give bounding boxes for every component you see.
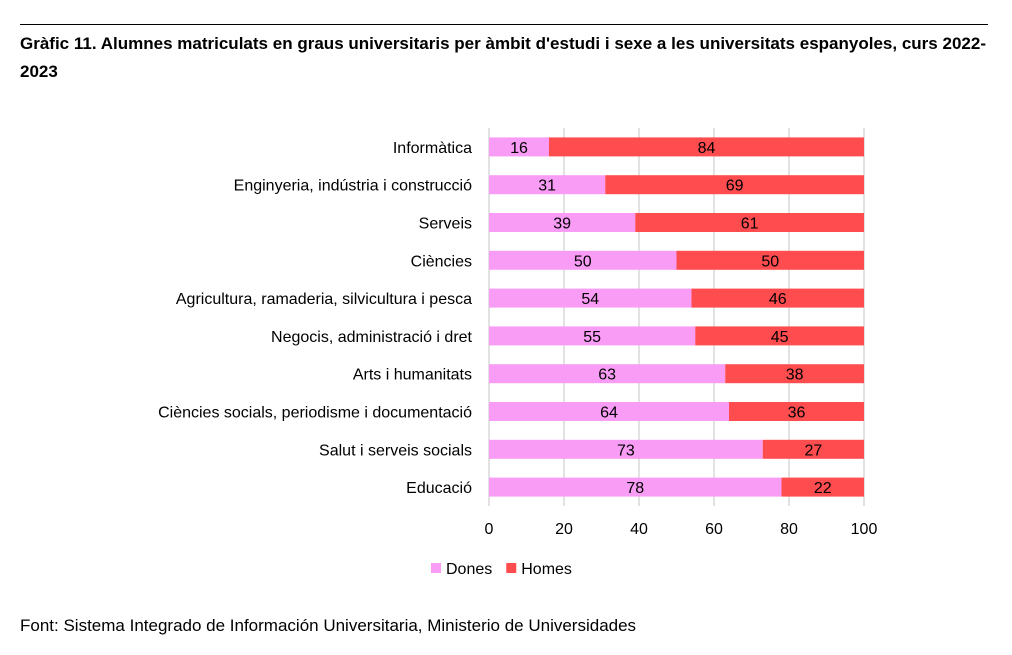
stacked-bar-chart: Informàtica 16 84 Enginyeria, indústria i c… (158, 128, 878, 578)
x-tick-label: 40 (630, 521, 648, 538)
data-label: 39 (553, 216, 571, 233)
x-tick-label: 20 (555, 521, 573, 538)
data-label: 45 (771, 329, 789, 346)
data-label: 55 (583, 329, 601, 346)
bar-dones (489, 288, 692, 308)
bar-homes (676, 250, 864, 270)
category-label: Arts i humanitats (353, 367, 472, 384)
x-tick-label: 100 (851, 521, 878, 538)
category-label: Serveis (419, 216, 472, 233)
data-label: 27 (804, 442, 822, 459)
data-label: 69 (726, 178, 744, 195)
category-label: Salut i serveis socials (319, 442, 472, 459)
bar-dones (489, 402, 729, 421)
bar-dones (489, 175, 606, 195)
bar-homes (695, 326, 864, 346)
data-label: 31 (538, 178, 556, 195)
data-label: 61 (741, 216, 759, 233)
bar-homes (549, 137, 864, 157)
legend-swatch-homes (506, 563, 517, 573)
bar-homes (635, 213, 864, 232)
category-label: Educació (406, 480, 472, 497)
bar-dones (489, 439, 763, 459)
bar-dones (489, 326, 696, 346)
data-label: 50 (574, 253, 592, 270)
bar-dones (489, 137, 549, 157)
data-label: 36 (788, 405, 806, 422)
chart-title: Gràfic 11. Alumnes matriculats en graus … (20, 34, 986, 81)
bar-homes (762, 439, 864, 459)
data-label: 73 (617, 442, 635, 459)
bar-dones (489, 477, 782, 497)
data-label: 64 (600, 405, 618, 422)
category-label: Agricultura, ramaderia, silvicultura i p… (176, 291, 472, 308)
x-tick-label: 60 (705, 521, 723, 538)
category-label: Negocis, administració i dret (271, 329, 473, 346)
data-label: 54 (581, 291, 599, 308)
category-label: Ciències (411, 253, 472, 270)
legend-swatch-dones (431, 563, 441, 573)
data-label: 63 (598, 367, 616, 384)
data-label: 50 (761, 253, 779, 270)
bar-homes (725, 364, 864, 384)
bar-homes (605, 175, 864, 195)
bar-dones (489, 213, 636, 232)
bar-homes (691, 288, 864, 308)
category-label: Informàtica (393, 140, 472, 157)
bar-dones (489, 250, 677, 270)
data-label: 46 (769, 291, 787, 308)
bar-homes (729, 402, 864, 421)
x-tick-label: 80 (780, 521, 798, 538)
data-label: 78 (626, 480, 644, 497)
legend-label-homes: Homes (521, 561, 572, 578)
bar-dones (489, 364, 726, 384)
data-label: 84 (698, 140, 716, 157)
legend-label-dones: Dones (446, 561, 492, 578)
category-label: Enginyeria, indústria i construcció (234, 178, 472, 195)
bar-homes (781, 477, 864, 497)
data-label: 16 (510, 140, 528, 157)
data-label: 22 (814, 480, 832, 497)
x-tick-label: 0 (485, 521, 494, 538)
category-label: Ciències socials, periodisme i documenta… (158, 405, 472, 422)
source-note: Font: Sistema Integrado de Información U… (20, 616, 637, 635)
top-rule (20, 24, 988, 25)
data-label: 38 (786, 367, 804, 384)
